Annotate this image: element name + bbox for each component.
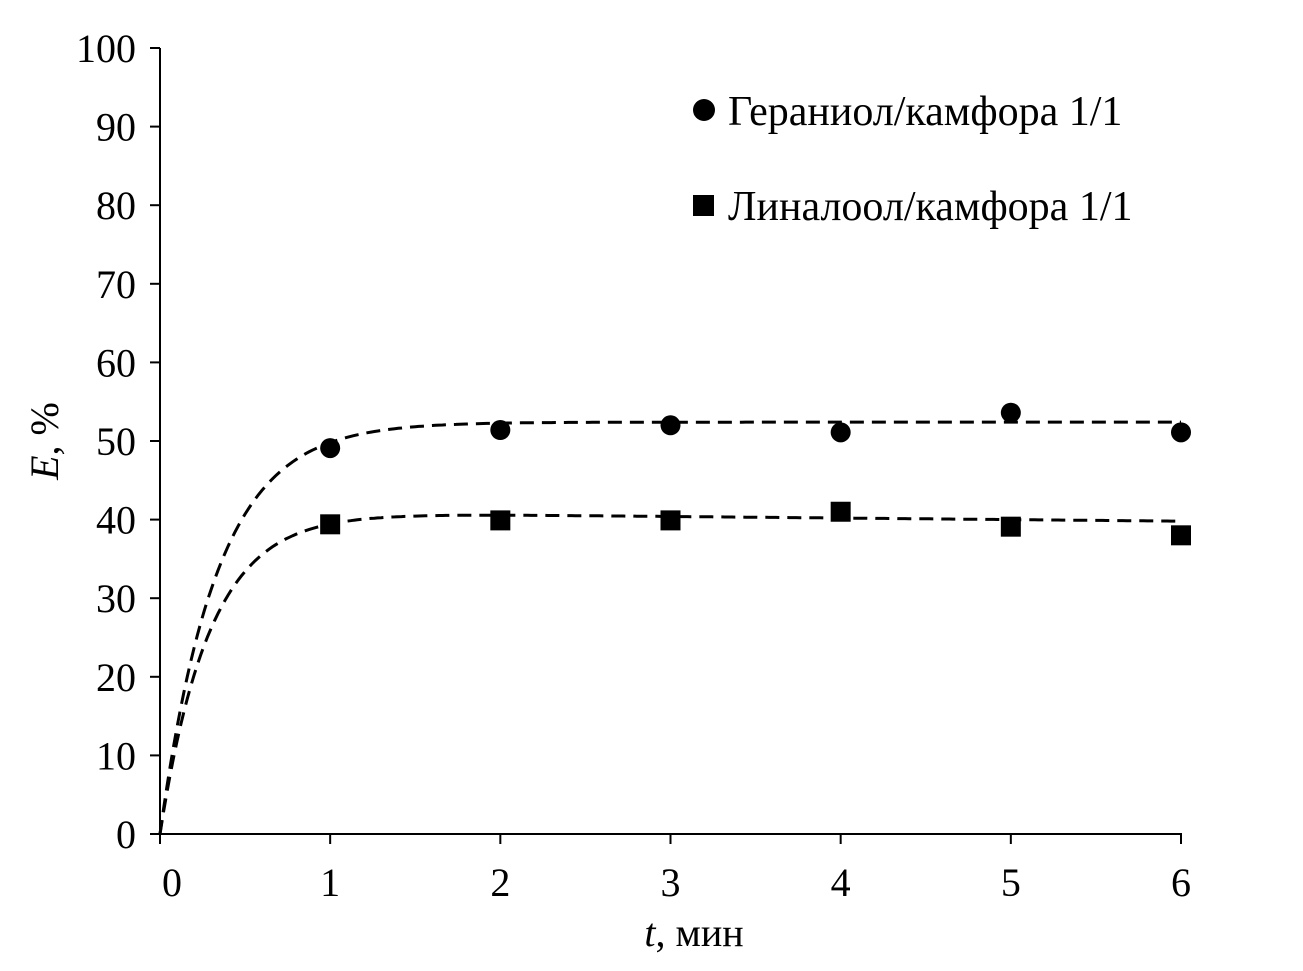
data-point-square (320, 514, 341, 535)
data-point-circle (660, 415, 681, 436)
x-tick-label: 6 (1171, 860, 1191, 905)
y-tick-label: 0 (116, 812, 136, 857)
data-point-square (830, 501, 851, 522)
x-tick-label: 3 (661, 860, 681, 905)
x-tick-label: 1 (320, 860, 340, 905)
data-point-circle (830, 422, 851, 443)
x-tick-label: 4 (831, 860, 851, 905)
fit-curves (158, 420, 1182, 835)
x-tick-label: 0 (162, 860, 182, 905)
data-point-square (490, 510, 511, 531)
y-tick-label: 90 (96, 105, 136, 150)
data-point-circle (1000, 402, 1021, 423)
x-tick-label: 5 (1001, 860, 1021, 905)
x-tick-label: 2 (490, 860, 510, 905)
x-axis-label: t, мин (644, 910, 743, 955)
y-tick-label: 100 (76, 26, 136, 71)
y-tick-label: 10 (96, 733, 136, 778)
data-points (320, 402, 1191, 546)
legend-marker-square (693, 195, 714, 216)
y-tick-label: 50 (96, 419, 136, 464)
y-axis-label: E, % (22, 402, 67, 481)
y-ticks: 0 10 20 30 40 50 60 70 80 90 100 (76, 26, 160, 857)
fit-curve-1 (158, 513, 1182, 835)
y-tick-label: 20 (96, 655, 136, 700)
data-point-square (1171, 525, 1191, 546)
legend-label-linalool: Линалоол/камфора 1/1 (728, 184, 1133, 230)
data-point-circle (490, 419, 511, 440)
legend-marker-circle (693, 99, 715, 121)
axes (159, 48, 1182, 835)
y-tick-label: 30 (96, 576, 136, 621)
x-ticks: 0 1 2 3 4 5 6 (159, 834, 1191, 905)
data-point-circle (1171, 422, 1191, 443)
data-point-circle (320, 438, 341, 459)
legend: Гераниол/камфора 1/1 Линалоол/камфора 1/… (693, 89, 1133, 230)
y-tick-label: 70 (96, 262, 136, 307)
y-tick-label: 40 (96, 498, 136, 543)
data-point-square (660, 510, 681, 531)
y-tick-label: 80 (96, 183, 136, 228)
legend-label-geraniol: Гераниол/камфора 1/1 (728, 89, 1122, 135)
y-tick-label: 60 (96, 340, 136, 385)
fit-curve-0 (158, 420, 1181, 835)
data-point-square (1000, 516, 1021, 537)
